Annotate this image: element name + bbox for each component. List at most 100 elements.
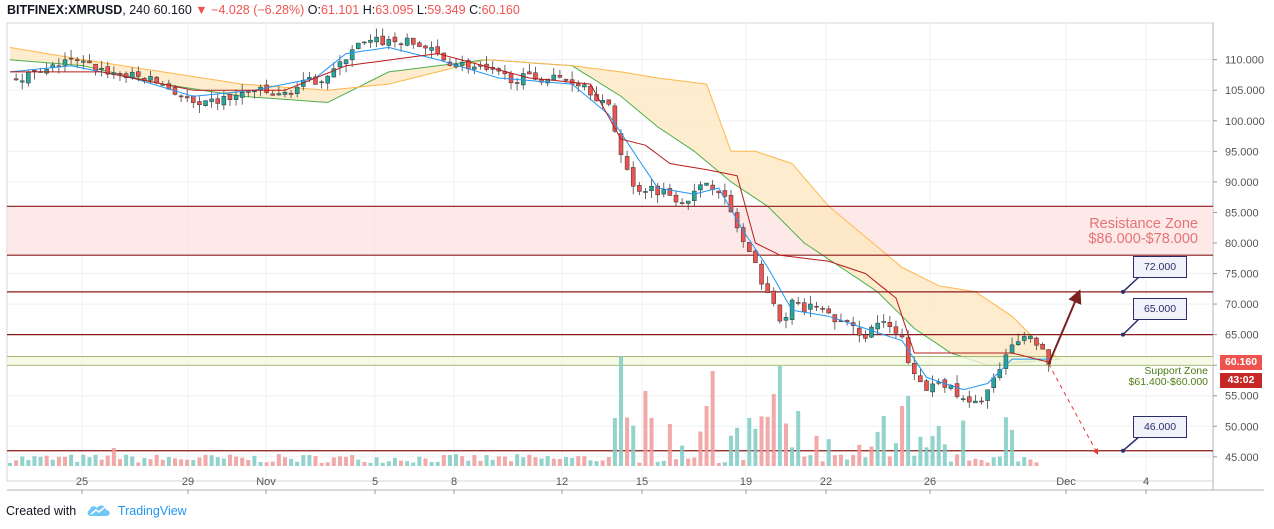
volume-bar [69, 454, 74, 466]
high-value: 63.095 [375, 3, 414, 17]
volume-bar [111, 448, 116, 466]
candle-body [423, 45, 428, 49]
volume-bar [655, 461, 660, 466]
candle-body [765, 283, 770, 293]
volume-bar [649, 417, 654, 466]
volume-bar [221, 458, 226, 466]
x-tick-label: 26 [924, 476, 936, 488]
volume-bar [985, 462, 990, 466]
candle-body [740, 227, 746, 242]
volume-bar [81, 454, 86, 466]
candle-body [1009, 344, 1015, 354]
volume-bar [851, 454, 856, 466]
candle-body [857, 327, 862, 336]
volume-bar [1010, 429, 1015, 466]
candle-body [820, 307, 825, 310]
volume-bar [447, 455, 452, 466]
y-tick-label: 85.000 [1225, 207, 1259, 219]
volume-bar [942, 444, 947, 466]
candle-body [643, 191, 648, 193]
volume-bar [930, 436, 935, 466]
volume-bar [863, 457, 868, 466]
x-tick-label: 5 [372, 476, 378, 488]
volume-bar [356, 459, 361, 466]
candle-body [1015, 341, 1021, 345]
volume-bar [594, 461, 599, 466]
volume-bar [612, 418, 617, 466]
callout-65[interactable]: 65.000 [1133, 298, 1187, 320]
volume-bar [246, 460, 251, 466]
volume-bar [698, 431, 703, 466]
callout-pointer [1122, 275, 1141, 293]
volume-bar [429, 462, 434, 466]
candle-body [575, 83, 581, 87]
resistance-zone-title: Resistance Zone [1089, 216, 1198, 232]
volume-bar [417, 456, 422, 466]
candle-body [239, 92, 245, 98]
candle-body [655, 185, 660, 196]
candle-body [606, 99, 612, 105]
volume-bar [1022, 457, 1027, 466]
candle-body [398, 43, 404, 46]
candle-body [26, 72, 31, 84]
volume-bar [240, 457, 245, 466]
support-zone-band [7, 356, 1213, 366]
volume-bar [32, 456, 37, 466]
volume-bar [478, 460, 483, 466]
resistance-zone-label: Resistance Zone $86.000-$78.000 [1088, 217, 1198, 247]
candle-body [630, 167, 636, 187]
callout-anchor [1121, 448, 1125, 453]
candle-body [588, 85, 593, 96]
x-tick-label: Nov [256, 476, 276, 488]
support-zone-label: Support Zone $61.400-$60.000 [1129, 366, 1208, 388]
callout-46[interactable]: 46.000 [1133, 416, 1187, 438]
change-arrow-icon: ▼ [195, 3, 208, 17]
candle-body [912, 363, 917, 375]
candle-body [545, 78, 550, 84]
candle-body [960, 398, 966, 400]
volume-bar [753, 428, 758, 466]
candle-body [783, 317, 789, 321]
callout-pointer [1122, 435, 1141, 452]
x-tick-label: 12 [556, 476, 568, 488]
volume-bar [826, 439, 831, 466]
volume-bar [967, 460, 972, 466]
volume-bar [399, 460, 404, 466]
y-tick-label: 55.000 [1225, 391, 1259, 403]
candle-body [667, 188, 673, 196]
symbol-label: BITFINEX:XMRUSD [7, 3, 123, 17]
volume-bar [875, 431, 880, 466]
tradingview-link[interactable]: TradingView [117, 504, 187, 518]
callout-72[interactable]: 72.000 [1133, 256, 1187, 278]
candle-body [81, 60, 86, 63]
volume-bar [704, 406, 709, 466]
volume-bar [735, 427, 740, 466]
candle-body [356, 42, 361, 49]
low-value: 59.349 [427, 3, 466, 17]
candle-body [362, 41, 367, 44]
last-price-label: 60.160 [153, 3, 192, 17]
candle-body [209, 98, 214, 102]
volume-bar [741, 459, 746, 466]
candle-body [74, 59, 80, 61]
candle-body [294, 86, 300, 94]
x-tick-label: Dec [1056, 476, 1076, 488]
volume-bar [392, 457, 397, 466]
open-value: 61.101 [320, 3, 360, 17]
volume-bar [282, 457, 287, 466]
volume-bar [661, 460, 666, 466]
volume-bar [276, 454, 281, 466]
volume-bar [600, 460, 605, 466]
volume-bar [466, 460, 471, 466]
volume-bar [631, 425, 636, 466]
candle-body [148, 76, 153, 81]
volume-bar [325, 462, 330, 466]
candle-body [612, 105, 618, 132]
support-zone-title: Support Zone [1144, 365, 1208, 377]
volume-bar [832, 455, 837, 466]
volume-bar [203, 454, 208, 466]
y-tick-label: 90.000 [1225, 177, 1259, 189]
volume-bar [337, 456, 342, 466]
kijun-sen-line [10, 53, 1049, 363]
